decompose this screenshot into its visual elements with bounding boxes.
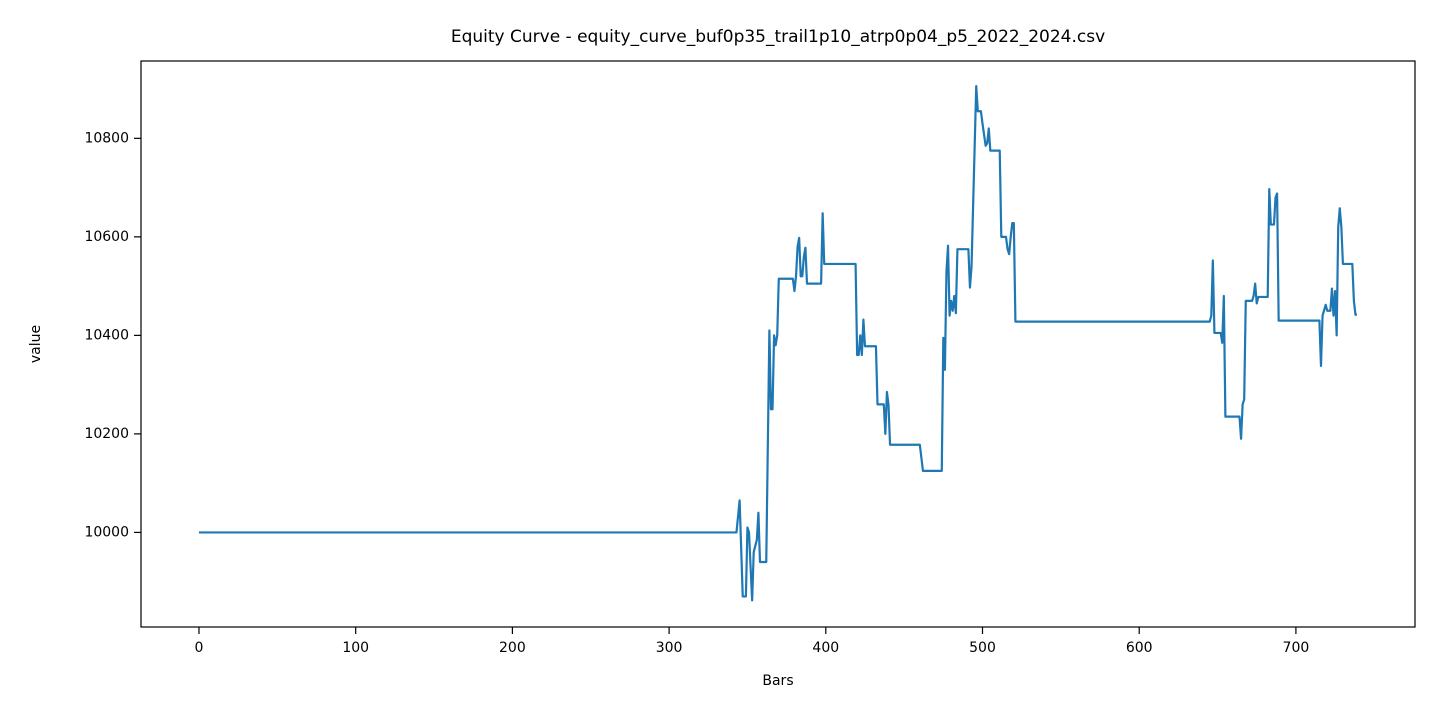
plot-frame (140, 60, 1416, 628)
x-tick-label: 100 (342, 640, 369, 656)
y-tick-label: 10600 (84, 229, 129, 245)
y-tick-label: 10800 (84, 130, 129, 146)
x-tick-label: 0 (195, 640, 204, 656)
x-tick-label: 400 (812, 640, 839, 656)
y-tick-label: 10400 (84, 327, 129, 343)
x-tick-label: 300 (656, 640, 683, 656)
y-axis-label: value (28, 325, 44, 363)
chart-title: Equity Curve - equity_curve_buf0p35_trai… (451, 27, 1105, 47)
y-tick-label: 10200 (84, 426, 129, 442)
x-tick-label: 600 (1126, 640, 1153, 656)
y-tick-label: 10000 (84, 524, 129, 540)
x-axis-label: Bars (762, 673, 793, 689)
equity-line (198, 85, 1358, 602)
x-tick-label: 200 (499, 640, 526, 656)
x-tick-label: 700 (1283, 640, 1310, 656)
x-tick-label: 500 (969, 640, 996, 656)
